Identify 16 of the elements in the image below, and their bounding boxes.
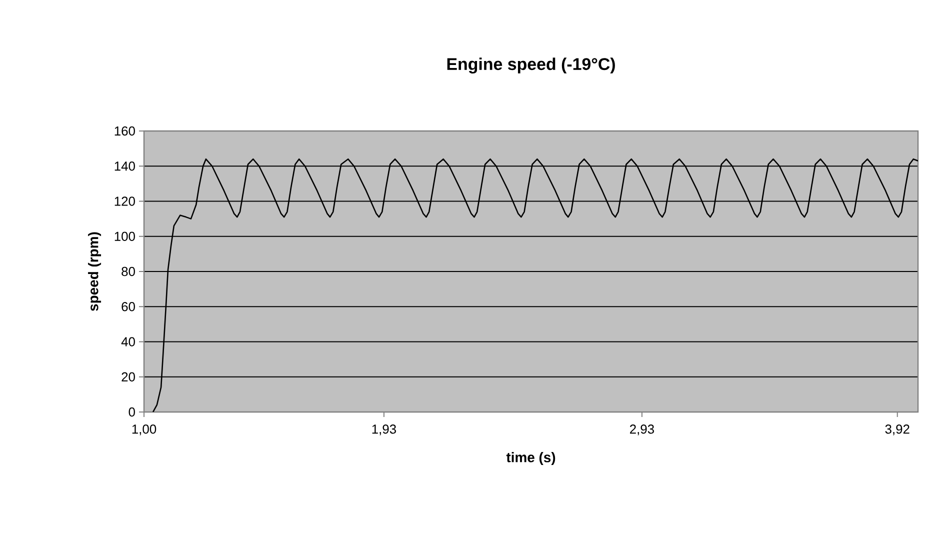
y-tick-label: 0 (128, 407, 135, 417)
y-tick-label: 80 (122, 266, 135, 276)
y-tick-label: 100 (114, 232, 135, 241)
y-tick-label: 60 (122, 302, 135, 312)
x-tick-label: 1,93 (372, 424, 396, 436)
y-tick-label: 120 (114, 196, 135, 206)
y-tick-label: 20 (122, 372, 135, 382)
y-tick-label: 160 (114, 126, 135, 136)
chart-title: Engine speed (-19°C) (447, 58, 615, 74)
y-axis-title: speed (rpm) (88, 232, 102, 311)
y-tick-label: 140 (114, 162, 135, 171)
x-tick-label: 1,00 (132, 424, 156, 436)
x-tick-label: 2,93 (630, 424, 654, 436)
y-tick-label: 40 (121, 337, 135, 346)
x-axis-title: time (s) (506, 452, 556, 466)
x-tick-label: 3,92 (885, 424, 910, 436)
